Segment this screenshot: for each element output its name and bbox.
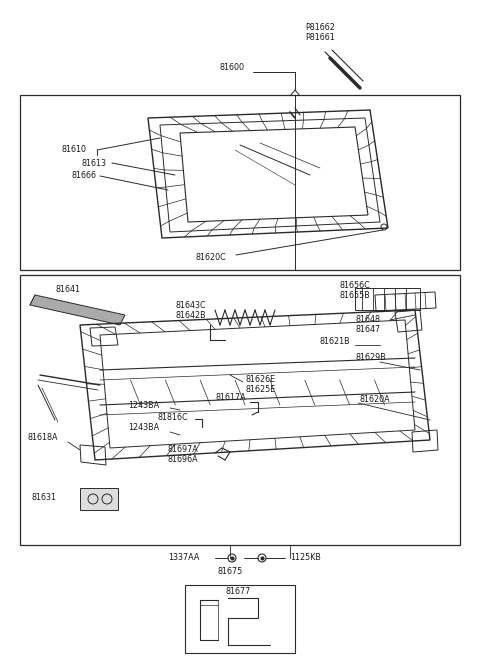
Text: 81648: 81648 xyxy=(355,316,380,325)
Text: 81675: 81675 xyxy=(218,567,243,577)
Text: 81641: 81641 xyxy=(55,285,80,295)
Text: 1125KB: 1125KB xyxy=(290,554,321,562)
Text: 81626E: 81626E xyxy=(245,375,275,384)
Text: 81621B: 81621B xyxy=(320,337,350,346)
Text: 81677: 81677 xyxy=(225,588,250,596)
Text: 81656C: 81656C xyxy=(340,281,371,289)
Text: 81647: 81647 xyxy=(355,325,380,335)
Bar xyxy=(20,95,460,270)
Text: 1337AA: 1337AA xyxy=(168,554,199,562)
Text: 81655B: 81655B xyxy=(340,291,371,300)
Text: 81613: 81613 xyxy=(82,159,107,167)
Text: 81696A: 81696A xyxy=(168,455,199,464)
Text: P81661: P81661 xyxy=(305,33,335,43)
Text: 81620C: 81620C xyxy=(195,253,226,262)
Text: 81816C: 81816C xyxy=(158,413,189,422)
Bar xyxy=(20,275,460,545)
Text: 81620A: 81620A xyxy=(360,396,391,405)
Polygon shape xyxy=(30,295,125,325)
Text: 81642B: 81642B xyxy=(175,310,205,319)
Text: 81618A: 81618A xyxy=(28,434,59,443)
Text: 81666: 81666 xyxy=(72,171,97,180)
Bar xyxy=(80,488,118,510)
Text: 81610: 81610 xyxy=(62,146,87,155)
Text: 81643C: 81643C xyxy=(175,300,205,310)
Text: 81629B: 81629B xyxy=(355,354,386,363)
Text: 81625E: 81625E xyxy=(245,386,275,394)
Text: 81697A: 81697A xyxy=(168,445,199,455)
Text: P81662: P81662 xyxy=(305,24,335,33)
Text: 1243BA: 1243BA xyxy=(128,401,159,409)
Text: 81617A: 81617A xyxy=(215,394,246,403)
Text: 1243BA: 1243BA xyxy=(128,424,159,432)
Text: 81631: 81631 xyxy=(32,493,57,502)
Bar xyxy=(185,585,295,653)
Text: 81600: 81600 xyxy=(220,64,245,73)
